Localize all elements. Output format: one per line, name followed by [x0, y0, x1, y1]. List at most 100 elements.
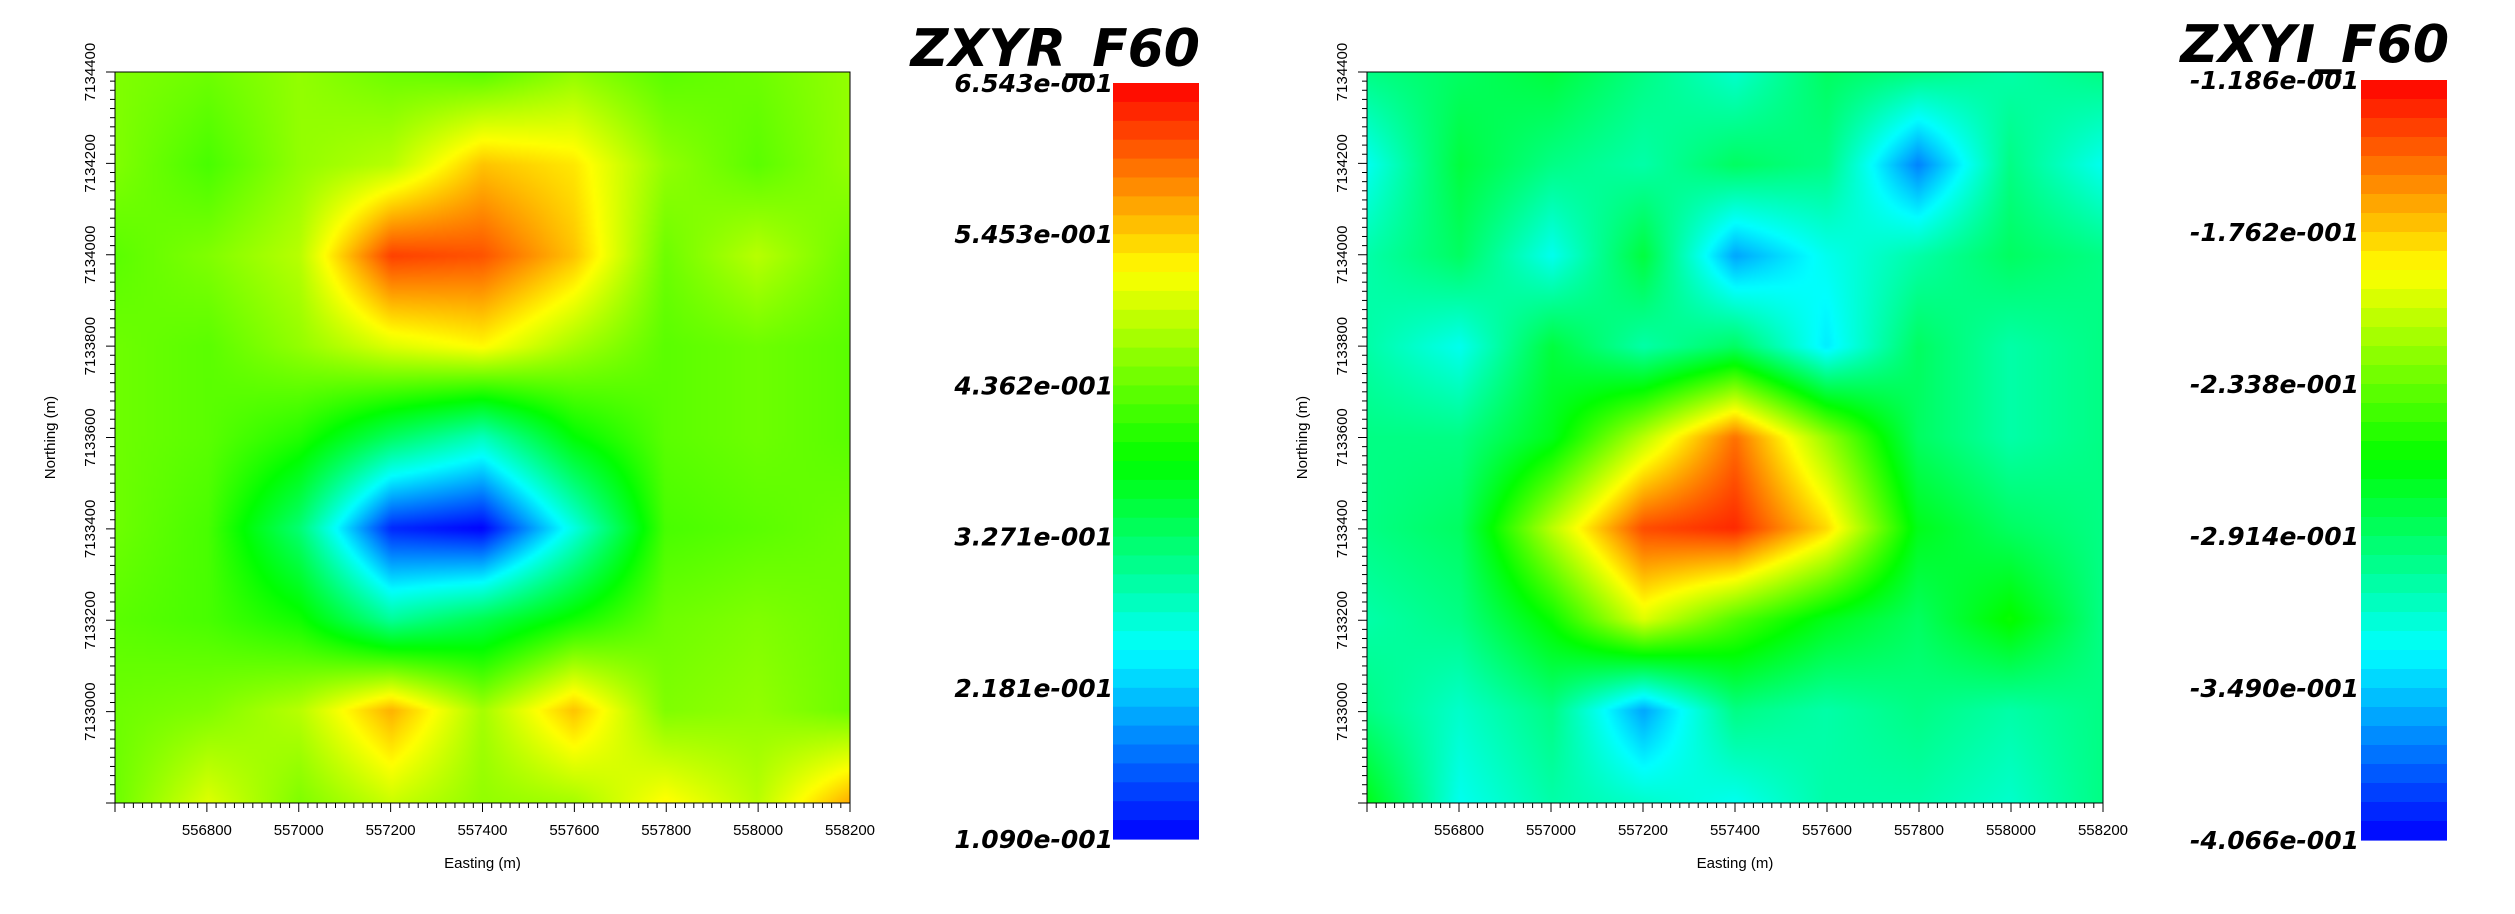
- y-tick-label: 7133200: [1334, 591, 1351, 649]
- colorbar-band: [1113, 706, 1199, 727]
- colorbar-band: [2361, 194, 2447, 214]
- chart-panel-zxyi: 556800 557000 557200 557400 557600 557800 5580…: [1257, 0, 2515, 909]
- colorbar-band: [2361, 574, 2447, 594]
- colorbar-band: [1113, 101, 1199, 122]
- colorbar-band: [2361, 422, 2447, 442]
- colorbar-band: [1113, 347, 1199, 368]
- colorbar-band: [2361, 289, 2447, 309]
- colorbar-band: [2361, 688, 2447, 708]
- y-tick-label: 7133000: [82, 682, 99, 740]
- colorbar-band: [2361, 308, 2447, 328]
- colorbar-band: [1113, 555, 1199, 575]
- x-axis-title: Easting (m): [1697, 855, 1774, 872]
- colorbar-title: ZXYR_F60: [909, 19, 1200, 79]
- y-tick-label: 7133400: [82, 500, 99, 558]
- colorbar-band: [1113, 498, 1199, 519]
- colorbar-band: [1113, 423, 1199, 443]
- colorbar-label: 4.362e-001: [953, 371, 1113, 400]
- colorbar-band: [1113, 650, 1199, 670]
- colorbar-band: [2361, 745, 2447, 765]
- colorbar-band: [2361, 175, 2447, 195]
- colorbar-band: [1113, 139, 1199, 160]
- colorbar-band: [2361, 232, 2447, 252]
- colorbar-label: -2.914e-001: [2190, 522, 2359, 551]
- heatmap-field: [1367, 72, 2103, 803]
- colorbar-band: [2361, 251, 2447, 271]
- x-tick-label: 557000: [274, 822, 324, 839]
- y-tick-label: 7133600: [82, 408, 99, 466]
- colorbar-band: [1113, 253, 1199, 273]
- colorbar-label: 5.453e-001: [954, 220, 1113, 249]
- colorbar-band: [1113, 763, 1199, 783]
- colorbar-band: [2361, 460, 2447, 480]
- x-tick-label: 557200: [366, 822, 416, 839]
- colorbar-band: [1113, 234, 1199, 254]
- colorbar-band: [1113, 461, 1199, 481]
- colorbar-band: [1113, 309, 1199, 330]
- colorbar-band: [1113, 536, 1199, 557]
- colorbar-band: [2361, 327, 2447, 347]
- colorbar-band: [2361, 593, 2447, 613]
- colorbar-band: [1113, 366, 1199, 386]
- colorbar-band: [1113, 574, 1199, 594]
- y-tick-label: 7134000: [1334, 226, 1351, 284]
- colorbar-band: [2361, 802, 2447, 822]
- colorbar-band: [2361, 631, 2447, 651]
- colorbar-band: [2361, 270, 2447, 290]
- colorbar-label: -1.186e-001: [2190, 66, 2359, 95]
- colorbar-label: 1.090e-001: [954, 825, 1113, 854]
- colorbar-band: [1113, 177, 1199, 197]
- colorbar-band: [1113, 290, 1199, 311]
- colorbar-band: [1113, 801, 1199, 821]
- colorbar-band: [1113, 328, 1199, 349]
- colorbar-band: [2361, 555, 2447, 575]
- y-tick-label: 7134400: [1334, 43, 1351, 101]
- y-tick-label: 7134400: [82, 43, 99, 101]
- y-tick-label: 7133800: [82, 317, 99, 375]
- x-tick-label: 558200: [2078, 822, 2128, 839]
- y-tick-label: 7133400: [1334, 500, 1351, 558]
- x-tick-label: 557000: [1526, 822, 1576, 839]
- colorbar-band: [2361, 517, 2447, 537]
- colorbar-band: [1113, 196, 1199, 216]
- y-tick-label: 7134200: [82, 134, 99, 192]
- x-tick-label: 558200: [825, 822, 875, 839]
- y-axis-title: Northing (m): [1294, 396, 1311, 479]
- heatmap-chart-zxyr: 556800 557000 557200 557400 557600 557800 5580…: [42, 19, 1200, 872]
- colorbar-band: [2361, 213, 2447, 233]
- colorbar-band: [2361, 137, 2447, 157]
- x-tick-label: 557400: [1710, 822, 1760, 839]
- colorbar-band: [2361, 99, 2447, 119]
- colorbar-label: -4.066e-001: [2190, 826, 2359, 855]
- colorbar-band: [1113, 442, 1199, 462]
- colorbar-band: [1113, 517, 1199, 538]
- colorbar-band: [2361, 764, 2447, 784]
- colorbar-band: [1113, 158, 1199, 179]
- colorbar-band: [2361, 156, 2447, 176]
- colorbar-band: [1113, 820, 1199, 840]
- colorbar-band: [2361, 118, 2447, 138]
- heatmap-field: [115, 72, 850, 803]
- colorbar-band: [2361, 384, 2447, 404]
- colorbar-band: [2361, 80, 2447, 100]
- colorbar-band: [2361, 479, 2447, 499]
- colorbar-band: [1113, 612, 1199, 632]
- x-tick-label: 558000: [1986, 822, 2036, 839]
- colorbar-band: [1113, 385, 1199, 405]
- colorbar-band: [2361, 821, 2447, 841]
- colorbar-band: [1113, 215, 1199, 235]
- colorbar-band: [1113, 272, 1199, 292]
- colorbar-label: -3.490e-001: [2190, 674, 2359, 703]
- colorbar-band: [2361, 707, 2447, 727]
- colorbar-band: [1113, 479, 1199, 500]
- colorbar-band: [1113, 593, 1199, 613]
- x-tick-label: 558000: [733, 822, 783, 839]
- x-tick-label: 557800: [1894, 822, 1944, 839]
- colorbar-label: 3.271e-001: [954, 523, 1113, 552]
- y-tick-label: 7134000: [82, 226, 99, 284]
- colorbar-band: [2361, 441, 2447, 461]
- colorbar-band: [1113, 83, 1199, 103]
- colorbar-band: [2361, 365, 2447, 385]
- x-tick-label: 557200: [1618, 822, 1668, 839]
- x-tick-label: 557600: [1802, 822, 1852, 839]
